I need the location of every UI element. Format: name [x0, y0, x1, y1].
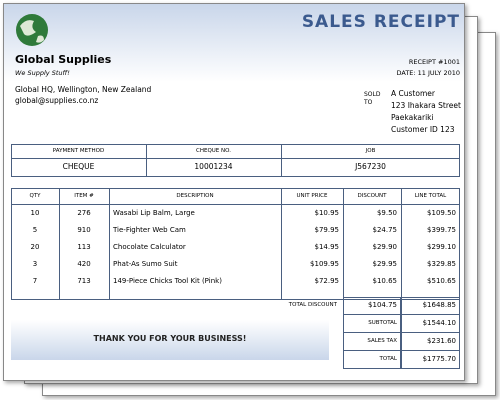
- company: Global Supplies: [15, 53, 112, 66]
- receipt-number: RECEIPT #1001: [408, 58, 460, 66]
- items-header: QTY: [29, 193, 41, 199]
- payment-value: CHEQUE: [62, 162, 95, 171]
- address: Global HQ, Wellington, New Zealand: [15, 85, 152, 94]
- logo: [16, 14, 48, 46]
- item-cell: $29.90: [372, 243, 398, 251]
- sold-to-line: Paekakariki: [391, 113, 434, 122]
- front-page: SALES RECEIPT Global Supplies We Supply …: [3, 3, 465, 381]
- header-band: [4, 4, 464, 82]
- item-cell: $299.10: [427, 243, 456, 251]
- item-cell: 420: [77, 260, 91, 268]
- item-cell: 7: [32, 277, 38, 285]
- item-cell: Wasabi Lip Balm, Large: [113, 209, 195, 217]
- totals-value: $231.60: [427, 337, 456, 345]
- item-cell: $399.75: [427, 226, 456, 234]
- email: global@supplies.co.nz: [15, 96, 99, 105]
- thanks-message: THANK YOU FOR YOUR BUSINESS!: [93, 334, 247, 343]
- date: DATE: 11 JULY 2010: [396, 69, 460, 77]
- items-table: [11, 188, 460, 300]
- items-header: DISCOUNT: [357, 193, 387, 199]
- payment-table: [11, 144, 460, 177]
- rule: [281, 144, 282, 177]
- item-cell: 20: [30, 243, 40, 251]
- item-cell: $329.85: [427, 260, 456, 268]
- total-line: $1648.85: [422, 301, 456, 309]
- item-cell: $510.65: [427, 277, 456, 285]
- item-cell: 113: [77, 243, 91, 251]
- totals-box: [401, 297, 460, 315]
- item-cell: $79.95: [314, 226, 340, 234]
- payment-header: CHEQUE NO.: [196, 148, 231, 154]
- rule: [109, 188, 110, 300]
- item-cell: 5: [32, 226, 38, 234]
- totals-label: SUBTOTAL: [368, 320, 397, 326]
- item-cell: Phat-As Sumo Suit: [113, 260, 178, 268]
- sold-to-line: A Customer: [391, 89, 435, 98]
- totals-box: [401, 333, 460, 351]
- item-cell: Chocolate Calculator: [113, 243, 186, 251]
- payment-value: 10001234: [194, 162, 233, 171]
- item-cell: $24.75: [372, 226, 398, 234]
- item-cell: 149-Piece Chicks Tool Kit (Pink): [113, 277, 222, 285]
- item-cell: $10.65: [372, 277, 398, 285]
- tagline: We Supply Stuff!: [15, 69, 70, 77]
- totals-value: $1544.10: [422, 319, 456, 327]
- rule: [343, 188, 344, 300]
- sold-to-line: 123 Ihakara Street: [391, 101, 461, 110]
- title: SALES RECEIPT: [301, 12, 460, 32]
- items-header: DESCRIPTION: [176, 193, 214, 199]
- items-header: UNIT PRICE: [296, 193, 328, 199]
- payment-value: J567230: [355, 162, 386, 171]
- rule: [281, 188, 282, 300]
- rule: [11, 158, 460, 159]
- item-cell: $109.95: [310, 260, 339, 268]
- rule: [146, 144, 147, 177]
- totals-box: [343, 333, 401, 351]
- totals-value: $1775.70: [422, 355, 456, 363]
- item-cell: $109.50: [427, 209, 456, 217]
- items-header: LINE TOTAL: [414, 193, 447, 199]
- totals-box: [401, 315, 460, 333]
- item-cell: $72.95: [314, 277, 340, 285]
- item-cell: $9.50: [376, 209, 397, 217]
- payment-header: JOB: [365, 148, 376, 154]
- total-discount: $104.75: [368, 301, 397, 309]
- sold-to-label: SOLD TO: [364, 91, 381, 106]
- totals-box: [343, 315, 401, 333]
- rule: [11, 204, 460, 205]
- thanks-band: [11, 320, 329, 360]
- total-discount-label: TOTAL DISCOUNT: [288, 302, 337, 308]
- item-cell: $14.95: [314, 243, 340, 251]
- totals-box: [343, 351, 401, 369]
- item-cell: $29.95: [372, 260, 398, 268]
- totals-box: [401, 351, 460, 369]
- item-cell: 3: [32, 260, 38, 268]
- item-cell: Tie-Fighter Web Cam: [113, 226, 186, 234]
- item-cell: 276: [77, 209, 91, 217]
- totals-label: SALES TAX: [367, 338, 397, 344]
- totals-box: [343, 297, 401, 315]
- item-cell: 10: [30, 209, 40, 217]
- payment-header: PAYMENT METHOD: [52, 148, 105, 154]
- item-cell: 910: [77, 226, 91, 234]
- totals-label: TOTAL: [379, 356, 397, 362]
- item-cell: $10.95: [314, 209, 340, 217]
- rule: [59, 188, 60, 300]
- items-header: ITEM #: [74, 193, 94, 199]
- sold-to-line: Customer ID 123: [391, 125, 455, 134]
- item-cell: 713: [77, 277, 91, 285]
- rule: [401, 188, 402, 300]
